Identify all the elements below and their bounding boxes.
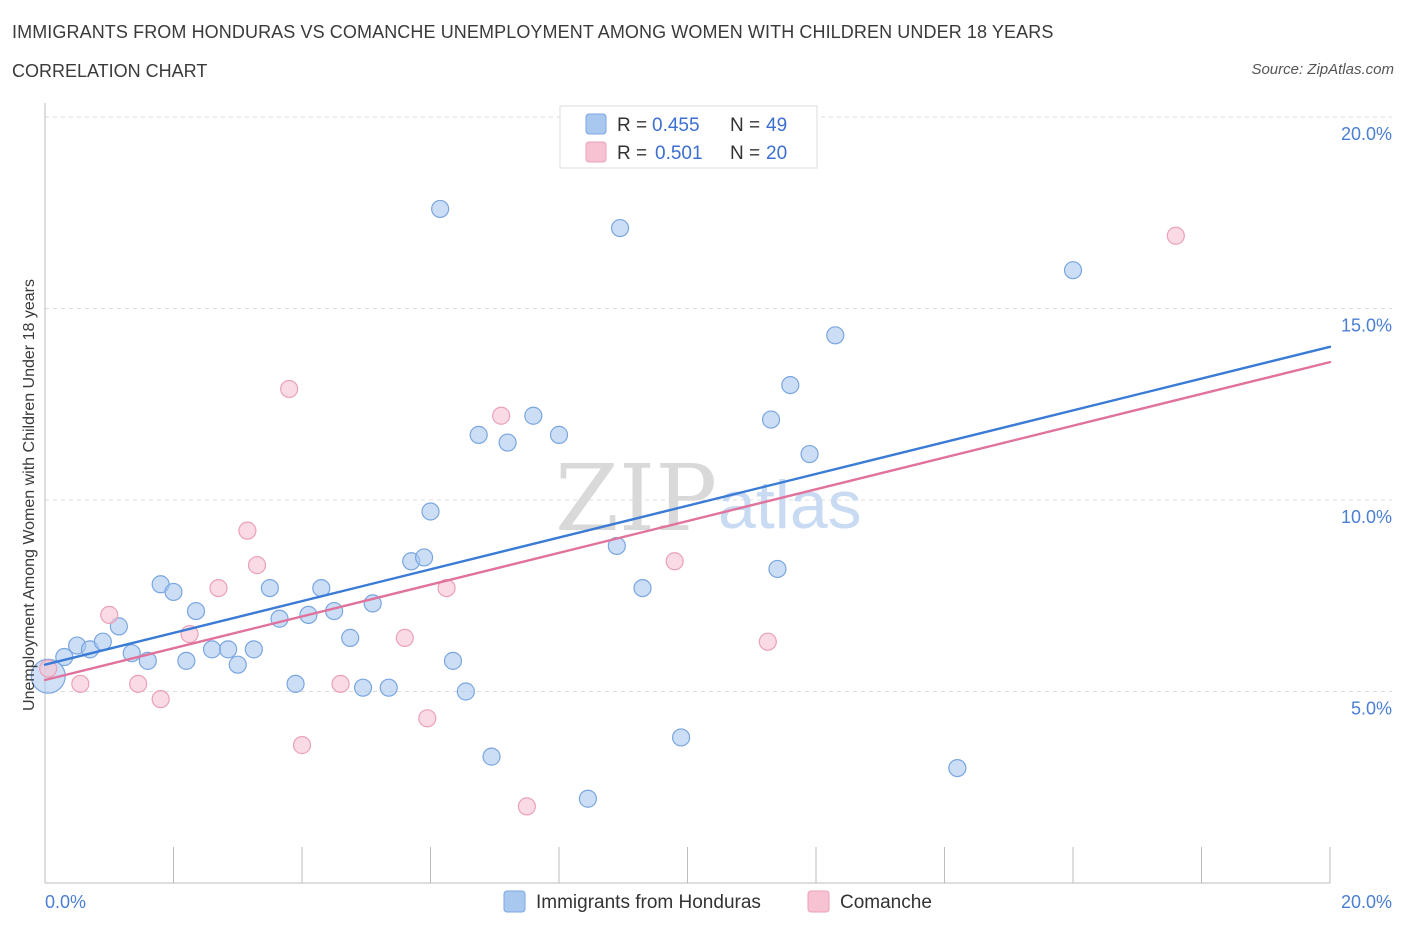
- trend-lines: [43, 345, 1332, 682]
- legend-r-label-2: R =: [617, 143, 647, 164]
- y-axis-label: Unemployment Among Women with Children U…: [21, 279, 38, 711]
- comanche-point-15: [492, 406, 511, 425]
- comanche-point-13: [418, 709, 437, 728]
- honduras-point-14: [228, 655, 247, 674]
- y-tick-label-1: 10.0%: [1341, 507, 1392, 527]
- series-legend-swatch-honduras: [503, 890, 526, 913]
- comanche-point-18: [758, 632, 777, 651]
- comanche-point-11: [331, 674, 350, 693]
- comanche-trend-line: [43, 360, 1332, 682]
- honduras-point-27: [414, 548, 434, 567]
- honduras-point-45: [800, 444, 819, 464]
- honduras-point-43: [768, 559, 787, 579]
- honduras-point-32: [469, 425, 488, 444]
- x-tick-label-1: 20.0%: [1341, 892, 1392, 912]
- source-label: Source: ZipAtlas.com: [1251, 61, 1394, 78]
- comanche-point-4: [151, 690, 170, 709]
- honduras-point-30: [443, 651, 463, 670]
- y-tick-label-0: 5.0%: [1351, 699, 1392, 719]
- x-tick-labels: 0.0% 20.0%: [45, 892, 1392, 912]
- grid-lines: [45, 116, 1392, 692]
- legend-swatch-honduras: [585, 113, 607, 135]
- honduras-point-16: [260, 578, 279, 598]
- series-legend-swatch-comanche: [807, 890, 830, 913]
- comanche-point-17: [665, 552, 684, 571]
- comanche-point-3: [129, 674, 148, 693]
- axes: [44, 103, 1331, 884]
- honduras-point-22: [341, 628, 360, 647]
- honduras-point-4: [93, 632, 112, 651]
- honduras-point-12: [202, 640, 222, 659]
- watermark-atlas: atlas: [718, 467, 862, 543]
- comanche-point-9: [280, 379, 299, 399]
- comanche-point-8: [247, 556, 267, 575]
- honduras-point-11: [186, 601, 206, 621]
- chart-subtitle: CORRELATION CHART: [12, 61, 208, 81]
- comanche-point-6: [209, 578, 228, 598]
- watermark: ZIP atlas: [555, 445, 862, 552]
- honduras-point-46: [826, 326, 845, 345]
- honduras-point-25: [379, 678, 398, 697]
- legend-n-value-2: 20: [766, 143, 787, 164]
- x-tick-label-0: 0.0%: [45, 892, 86, 912]
- chart-title: IMMIGRANTS FROM HONDURAS VS COMANCHE UNE…: [12, 22, 1054, 42]
- honduras-point-44: [781, 376, 800, 395]
- legend-n-value-1: 49: [766, 115, 787, 136]
- legend-r-value-2: 0.501: [655, 143, 703, 164]
- honduras-point-13: [219, 640, 238, 659]
- legend-r-value-1: 0.455: [652, 115, 700, 136]
- watermark-zip: ZIP: [555, 445, 717, 552]
- honduras-point-39: [610, 218, 630, 238]
- honduras-point-23: [353, 678, 373, 697]
- data-points: [30, 199, 1185, 816]
- honduras-point-48: [1063, 261, 1083, 280]
- honduras-point-10: [177, 651, 196, 670]
- comanche-point-7: [238, 521, 257, 540]
- comanche-point-19: [1166, 226, 1185, 245]
- honduras-point-29: [431, 199, 450, 219]
- honduras-point-41: [671, 728, 691, 747]
- legend-r-label-1: R =: [617, 115, 647, 136]
- honduras-point-9: [164, 582, 183, 602]
- honduras-point-47: [948, 758, 967, 778]
- legend-n-label-2: N =: [730, 143, 760, 164]
- comanche-point-10: [292, 736, 312, 755]
- comanche-point-1: [71, 674, 90, 693]
- honduras-point-18: [286, 674, 305, 693]
- honduras-point-33: [482, 747, 501, 766]
- stats-legend: R = 0.455 N = 49 R = 0.501 N = 20: [559, 105, 818, 169]
- honduras-point-42: [761, 410, 781, 429]
- honduras-point-40: [633, 578, 652, 598]
- honduras-point-34: [498, 433, 517, 452]
- comanche-point-2: [100, 605, 119, 625]
- honduras-point-31: [456, 682, 475, 701]
- series-legend: Immigrants from Honduras Comanche: [503, 890, 932, 913]
- honduras-point-37: [578, 789, 598, 808]
- comanche-point-12: [395, 628, 414, 647]
- series-legend-label-honduras: Immigrants from Honduras: [536, 892, 761, 913]
- honduras-point-28: [421, 502, 440, 521]
- legend-swatch-comanche: [585, 141, 607, 163]
- series-legend-label-comanche: Comanche: [840, 892, 932, 913]
- y-tick-label-2: 15.0%: [1341, 316, 1392, 336]
- y-tick-label-3: 20.0%: [1341, 124, 1392, 144]
- honduras-point-36: [549, 425, 569, 444]
- comanche-point-16: [517, 797, 536, 816]
- honduras-trend-line: [43, 345, 1332, 666]
- y-tick-labels: 5.0% 10.0% 15.0% 20.0%: [1341, 124, 1392, 719]
- honduras-point-15: [244, 640, 263, 659]
- honduras-point-35: [524, 406, 543, 425]
- legend-n-label-1: N =: [730, 115, 760, 136]
